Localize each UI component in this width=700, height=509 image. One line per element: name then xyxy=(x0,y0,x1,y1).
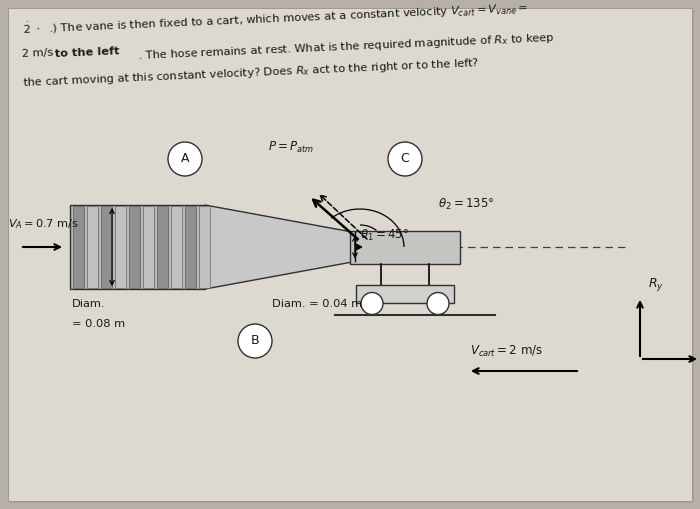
Bar xyxy=(143,206,154,288)
Circle shape xyxy=(427,293,449,315)
Text: $V_A = 0.7\ \mathrm{m/s}$: $V_A = 0.7\ \mathrm{m/s}$ xyxy=(8,217,78,231)
Text: = 0.08 m: = 0.08 m xyxy=(72,319,125,329)
Bar xyxy=(350,231,460,264)
Bar xyxy=(157,206,168,288)
Text: $\theta_2 = 135°$: $\theta_2 = 135°$ xyxy=(438,196,494,212)
Circle shape xyxy=(388,142,422,176)
Text: $V_{cart} = 2\ \mathrm{m/s}$: $V_{cart} = 2\ \mathrm{m/s}$ xyxy=(470,344,543,358)
Bar xyxy=(185,206,196,288)
Polygon shape xyxy=(205,205,355,289)
Bar xyxy=(171,206,182,288)
Bar xyxy=(129,206,140,288)
Bar xyxy=(101,206,112,288)
Text: $\dot{2}\ \cdot$  .) The vane is then fixed to a cart, which moves at a constant: $\dot{2}\ \cdot$ .) The vane is then fix… xyxy=(22,0,528,38)
Text: Diam.: Diam. xyxy=(72,299,106,309)
Text: $\theta_1 = 45°$: $\theta_1 = 45°$ xyxy=(360,228,409,243)
Circle shape xyxy=(168,142,202,176)
Text: 2 m/s: 2 m/s xyxy=(22,47,57,59)
Text: the cart moving at this constant velocity? Does $R_x$ act to the right or to the: the cart moving at this constant velocit… xyxy=(22,56,480,90)
Bar xyxy=(87,206,98,288)
Bar xyxy=(70,205,205,289)
Circle shape xyxy=(238,324,272,358)
Text: Diam. = 0.04 m: Diam. = 0.04 m xyxy=(272,299,362,309)
Text: to the left: to the left xyxy=(55,46,120,59)
FancyBboxPatch shape xyxy=(10,10,694,503)
Bar xyxy=(356,286,454,303)
Text: $P = P_{atm}$: $P = P_{atm}$ xyxy=(268,139,314,155)
Text: . The hose remains at rest. What is the required magnitude of $R_x$ to keep: . The hose remains at rest. What is the … xyxy=(137,31,554,63)
FancyBboxPatch shape xyxy=(8,8,692,501)
Circle shape xyxy=(361,293,383,315)
Bar xyxy=(73,206,84,288)
Bar xyxy=(199,206,210,288)
Text: A: A xyxy=(181,153,189,165)
Text: B: B xyxy=(251,334,259,348)
Bar xyxy=(115,206,126,288)
Text: C: C xyxy=(400,153,410,165)
Text: $R_y$: $R_y$ xyxy=(648,276,664,293)
